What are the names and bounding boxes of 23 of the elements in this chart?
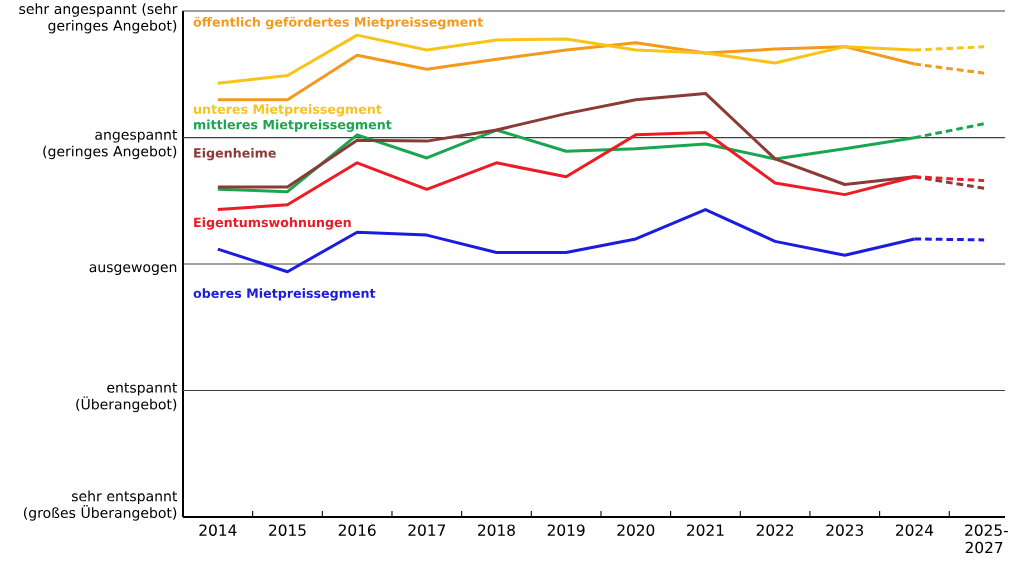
text: unteres Mietpreissegment [194,104,382,117]
text: sehr entspannt (großes Überangebot) [23,490,178,521]
text: sehr angespannt (sehr geringes Angebot) [19,3,178,34]
x-tick-label: 2025-2027 [965,524,1008,554]
x-tick-label: 2023 [826,524,864,536]
series-label: mittleres Mietpreissegment [194,119,392,132]
text: entspannt (Überangebot) [76,382,178,413]
x-tick-label: 2021 [687,524,724,536]
x-tick-label: 2024 [896,524,934,536]
text: ausgewogen [89,264,177,276]
text: öffentlich gefördertes Mietpreissegment [193,16,484,30]
series-label: oberes Mietpreissegment [193,288,376,301]
x-tick-label: 2018 [478,524,515,536]
text: Eigenheime [194,147,276,161]
x-tick-label: 2016 [338,524,376,536]
x-tick-label: 2020 [617,524,655,536]
x-tick-label: 2014 [199,524,237,536]
x-tick-label: 2015 [269,524,306,536]
x-tick-label: 2017 [408,524,446,536]
series-label: Eigentumswohnungen [194,217,351,230]
x-tick-label: 2022 [756,524,794,536]
x-tick-label: 2019 [547,524,585,536]
text: angespannt (geringes Angebot) [43,129,178,160]
